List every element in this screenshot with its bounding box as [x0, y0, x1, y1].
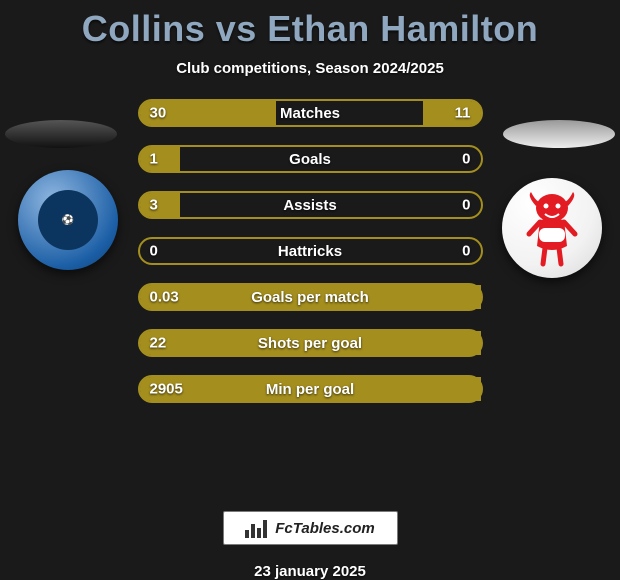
stat-row: 2905 Min per goal [138, 375, 483, 403]
page-title: Collins vs Ethan Hamilton [82, 8, 539, 50]
stat-label: Assists [283, 197, 336, 214]
stat-value-left: 1 [150, 151, 158, 168]
stat-row: 30 Matches 11 [138, 99, 483, 127]
stat-value-left: 2905 [150, 381, 183, 398]
stat-label: Shots per goal [258, 335, 362, 352]
stat-fill-right [423, 101, 481, 125]
stat-value-left: 3 [150, 197, 158, 214]
date-label: 23 january 2025 [254, 563, 366, 580]
stat-label: Min per goal [266, 381, 354, 398]
stat-label: Goals per match [251, 289, 369, 306]
stats-list: 30Matches111Goals03Assists00Hattricks00.… [138, 99, 483, 489]
stat-value-right: 0 [462, 243, 470, 260]
stat-fill-left [140, 147, 181, 171]
stat-fill-left [140, 193, 181, 217]
bar-chart-icon [245, 518, 271, 538]
stat-label: Matches [280, 105, 340, 122]
stat-row: 3 Assists 0 [138, 191, 483, 219]
stat-row: 22 Shots per goal [138, 329, 483, 357]
stat-row: 0 Hattricks 0 [138, 237, 483, 265]
stat-value-right: 0 [462, 151, 470, 168]
stat-row: 0.03 Goals per match [138, 283, 483, 311]
stat-value-left: 0.03 [150, 289, 179, 306]
stat-label: Hattricks [278, 243, 342, 260]
stat-value-left: 0 [150, 243, 158, 260]
stat-value-left: 22 [150, 335, 167, 352]
stat-value-left: 30 [150, 105, 167, 122]
stat-label: Goals [289, 151, 331, 168]
stat-value-right: 11 [455, 105, 471, 122]
stat-row: 1 Goals 0 [138, 145, 483, 173]
stat-value-right: 0 [462, 197, 470, 214]
subtitle: Club competitions, Season 2024/2025 [176, 60, 444, 77]
footer-brand-label: FcTables.com [275, 520, 374, 537]
footer-brand[interactable]: FcTables.com [223, 511, 398, 545]
